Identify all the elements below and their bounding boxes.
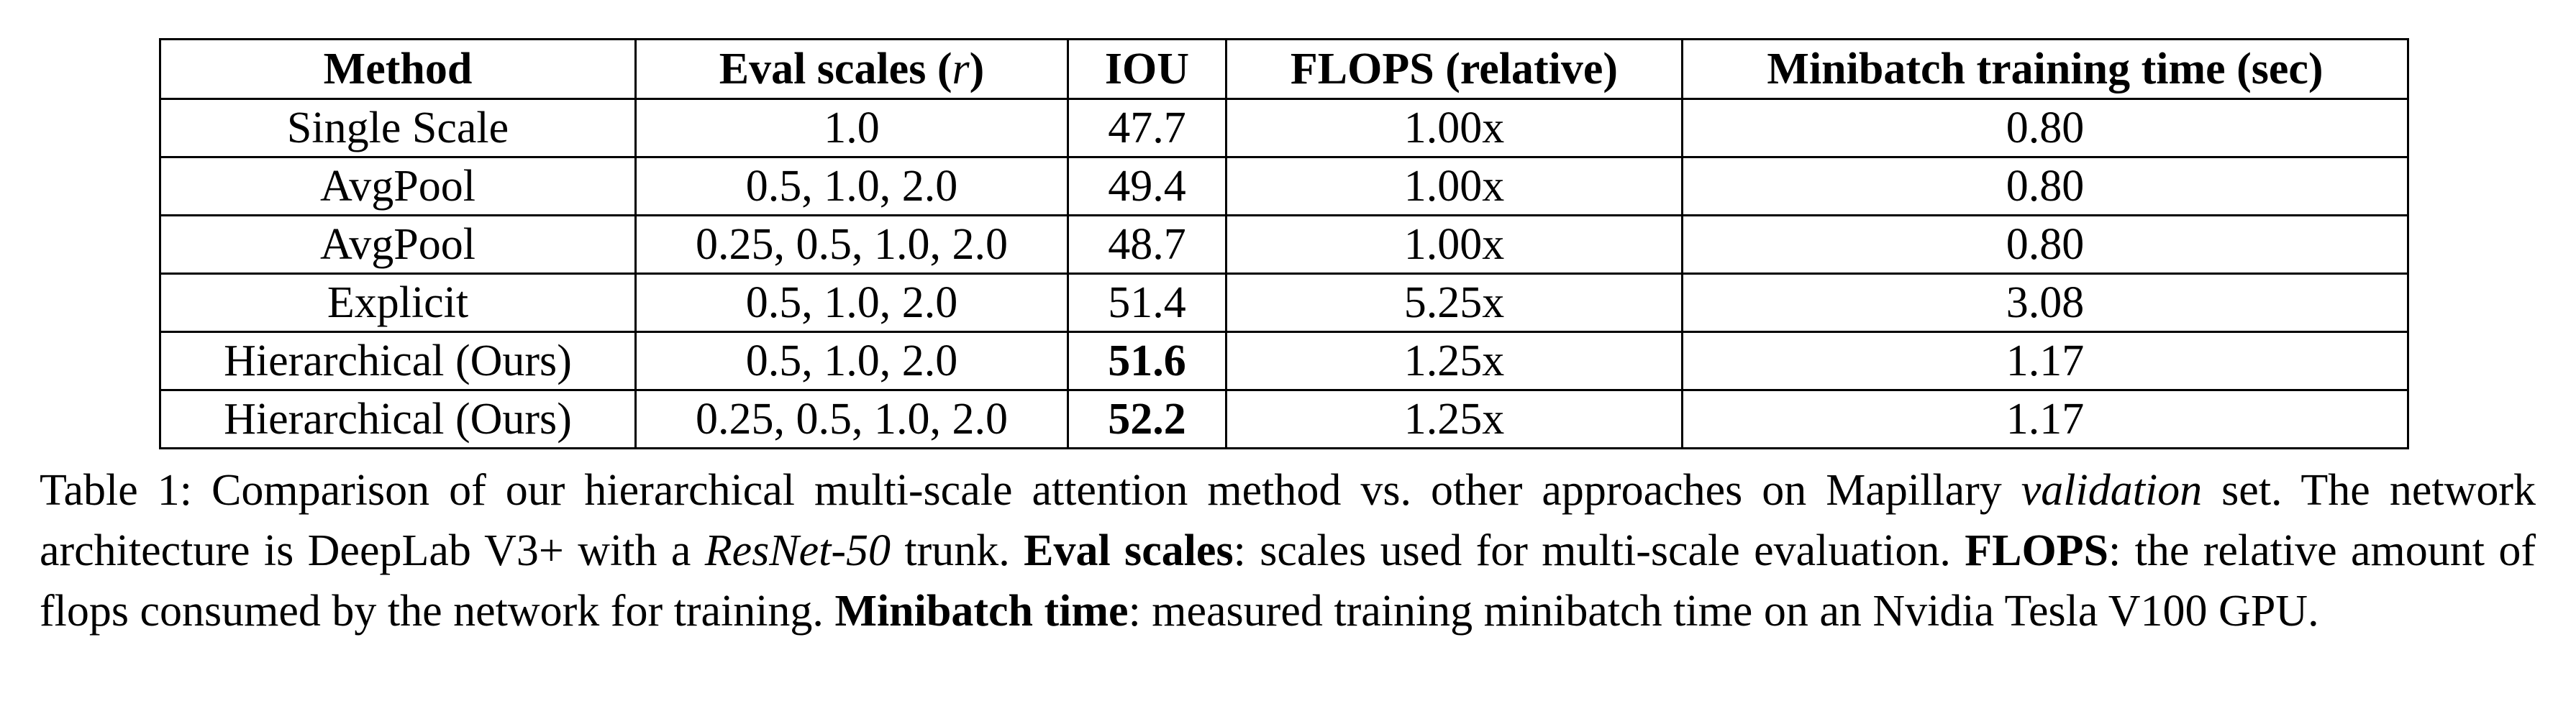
cell-method: Hierarchical (Ours) xyxy=(159,331,637,391)
cell-time: 1.17 xyxy=(1681,389,2409,449)
cell-method: Single Scale xyxy=(159,98,637,158)
cell-iou: 48.7 xyxy=(1067,214,1227,275)
table-row: Hierarchical (Ours) 0.25, 0.5, 1.0, 2.0 … xyxy=(159,389,2409,449)
header-eval-scales: Eval scales (r) xyxy=(634,38,1069,100)
caption-bold-eval-scales: Eval scales xyxy=(1024,526,1234,575)
caption-text: : scales used for multi-scale evaluation… xyxy=(1233,526,1965,575)
cell-method: Hierarchical (Ours) xyxy=(159,389,637,449)
caption-bold-flops: FLOPS xyxy=(1965,526,2109,575)
table-row: Explicit 0.5, 1.0, 2.0 51.4 5.25x 3.08 xyxy=(159,273,2409,333)
cell-scales: 0.5, 1.0, 2.0 xyxy=(634,273,1069,333)
table-header-row: Method Eval scales (r) IOU FLOPS (relati… xyxy=(159,38,2409,100)
table-caption: Table 1: Comparison of our hierarchical … xyxy=(40,460,2536,641)
table-row: AvgPool 0.5, 1.0, 2.0 49.4 1.00x 0.80 xyxy=(159,156,2409,216)
cell-flops: 1.00x xyxy=(1225,214,1683,275)
header-eval-scales-suffix: ) xyxy=(969,45,985,93)
caption-text: trunk. xyxy=(890,526,1024,575)
cell-iou: 49.4 xyxy=(1067,156,1227,216)
cell-method: Explicit xyxy=(159,273,637,333)
cell-time: 0.80 xyxy=(1681,156,2409,216)
cell-scales: 0.5, 1.0, 2.0 xyxy=(634,156,1069,216)
table-row: AvgPool 0.25, 0.5, 1.0, 2.0 48.7 1.00x 0… xyxy=(159,214,2409,275)
cell-flops: 1.00x xyxy=(1225,98,1683,158)
caption-italic-validation: validation xyxy=(2021,466,2203,515)
header-time: Minibatch training time (sec) xyxy=(1681,38,2409,100)
cell-iou: 51.4 xyxy=(1067,273,1227,333)
header-method: Method xyxy=(159,38,637,100)
cell-time: 0.80 xyxy=(1681,214,2409,275)
results-table: Method Eval scales (r) IOU FLOPS (relati… xyxy=(159,38,2409,449)
cell-scales: 0.25, 0.5, 1.0, 2.0 xyxy=(634,214,1069,275)
table-row: Hierarchical (Ours) 0.5, 1.0, 2.0 51.6 1… xyxy=(159,331,2409,391)
cell-iou-best: 52.2 xyxy=(1067,389,1227,449)
cell-iou: 47.7 xyxy=(1067,98,1227,158)
caption-italic-resnet: ResNet-50 xyxy=(704,526,891,575)
header-flops: FLOPS (relative) xyxy=(1225,38,1683,100)
caption-text: : the relative amount of flops consumed … xyxy=(40,526,2536,636)
caption-text: : measured training minibatch time on an… xyxy=(1128,587,2319,636)
header-iou: IOU xyxy=(1067,38,1227,100)
cell-flops: 1.25x xyxy=(1225,389,1683,449)
caption-text: Table 1: Comparison of our hierarchical … xyxy=(40,466,2021,515)
cell-iou-best: 51.6 xyxy=(1067,331,1227,391)
cell-flops: 5.25x xyxy=(1225,273,1683,333)
caption-text: set. The network architecture is DeepLab… xyxy=(40,466,2536,575)
table-row: Single Scale 1.0 47.7 1.00x 0.80 xyxy=(159,98,2409,158)
cell-scales: 0.25, 0.5, 1.0, 2.0 xyxy=(634,389,1069,449)
cell-method: AvgPool xyxy=(159,214,637,275)
cell-time: 3.08 xyxy=(1681,273,2409,333)
cell-time: 0.80 xyxy=(1681,98,2409,158)
cell-time: 1.17 xyxy=(1681,331,2409,391)
caption-bold-minibatch-time: Minibatch time xyxy=(834,587,1129,636)
results-table-container: Method Eval scales (r) IOU FLOPS (relati… xyxy=(159,38,2409,449)
cell-flops: 1.25x xyxy=(1225,331,1683,391)
header-eval-scales-prefix: Eval scales ( xyxy=(719,45,952,93)
cell-scales: 0.5, 1.0, 2.0 xyxy=(634,331,1069,391)
cell-flops: 1.00x xyxy=(1225,156,1683,216)
header-eval-scales-symbol: r xyxy=(952,45,970,93)
cell-scales: 1.0 xyxy=(634,98,1069,158)
cell-method: AvgPool xyxy=(159,156,637,216)
